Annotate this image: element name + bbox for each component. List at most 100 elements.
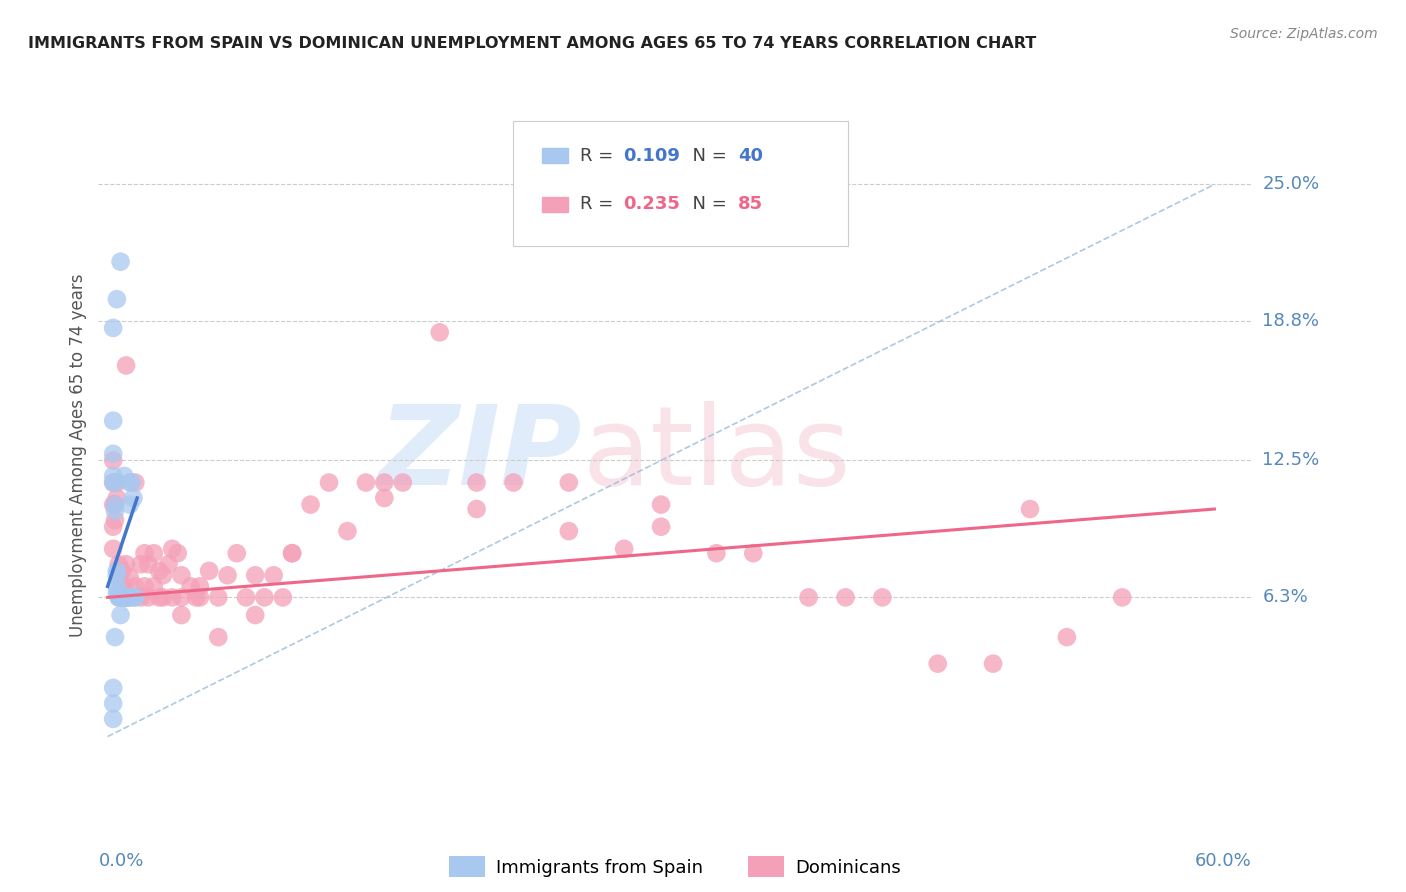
Point bbox=[281, 546, 304, 560]
Point bbox=[927, 657, 949, 671]
Text: 40: 40 bbox=[738, 147, 763, 165]
Point bbox=[160, 591, 183, 605]
Text: IMMIGRANTS FROM SPAIN VS DOMINICAN UNEMPLOYMENT AMONG AGES 65 TO 74 YEARS CORREL: IMMIGRANTS FROM SPAIN VS DOMINICAN UNEMP… bbox=[28, 36, 1036, 51]
Point bbox=[104, 498, 127, 512]
Text: 25.0%: 25.0% bbox=[1263, 176, 1320, 194]
Point bbox=[117, 591, 139, 605]
Point bbox=[104, 498, 127, 512]
Point bbox=[104, 504, 127, 518]
Point bbox=[354, 475, 377, 490]
Point bbox=[429, 326, 451, 340]
Point bbox=[281, 546, 304, 560]
Text: 12.5%: 12.5% bbox=[1263, 451, 1320, 469]
Legend: Immigrants from Spain, Dominicans: Immigrants from Spain, Dominicans bbox=[441, 849, 908, 884]
Point bbox=[111, 564, 134, 578]
Point bbox=[122, 491, 145, 505]
Point bbox=[148, 564, 170, 578]
Text: R =: R = bbox=[581, 147, 619, 165]
Point bbox=[235, 591, 257, 605]
Point bbox=[101, 681, 124, 695]
Point bbox=[124, 579, 146, 593]
Point bbox=[465, 475, 488, 490]
Point bbox=[110, 591, 132, 605]
Point bbox=[118, 570, 141, 584]
Text: Source: ZipAtlas.com: Source: ZipAtlas.com bbox=[1230, 27, 1378, 41]
Point bbox=[1056, 630, 1078, 644]
Point bbox=[105, 579, 128, 593]
Point bbox=[111, 591, 134, 605]
Point bbox=[115, 591, 138, 605]
Point bbox=[142, 546, 165, 560]
Point bbox=[117, 591, 139, 605]
Point bbox=[318, 475, 340, 490]
Point bbox=[134, 546, 156, 560]
Text: ZIP: ZIP bbox=[380, 401, 582, 508]
Point bbox=[115, 591, 138, 605]
Point bbox=[160, 541, 183, 556]
Point bbox=[124, 591, 146, 605]
Point bbox=[111, 591, 134, 605]
Point bbox=[152, 568, 174, 582]
Point bbox=[188, 591, 211, 605]
Point bbox=[245, 568, 267, 582]
Point bbox=[170, 591, 193, 605]
Point bbox=[122, 591, 145, 605]
Point bbox=[118, 591, 141, 605]
Point bbox=[107, 570, 129, 584]
Point bbox=[121, 475, 143, 490]
Point bbox=[170, 608, 193, 623]
Point bbox=[129, 558, 152, 572]
Text: 60.0%: 60.0% bbox=[1195, 852, 1251, 870]
Point bbox=[101, 475, 124, 490]
Point bbox=[152, 591, 174, 605]
Text: N =: N = bbox=[681, 147, 733, 165]
Point bbox=[207, 630, 229, 644]
Point bbox=[981, 657, 1004, 671]
Text: 6.3%: 6.3% bbox=[1263, 589, 1308, 607]
Point bbox=[373, 491, 395, 505]
Point bbox=[180, 579, 202, 593]
Point bbox=[107, 591, 129, 605]
Point bbox=[271, 591, 294, 605]
Point bbox=[115, 558, 138, 572]
Point bbox=[105, 491, 128, 505]
Point bbox=[134, 579, 156, 593]
Point bbox=[391, 475, 413, 490]
Point bbox=[112, 591, 135, 605]
Point bbox=[111, 591, 134, 605]
Point bbox=[129, 591, 152, 605]
Point bbox=[136, 558, 159, 572]
Point bbox=[115, 591, 138, 605]
Text: 0.235: 0.235 bbox=[623, 195, 681, 213]
Point bbox=[107, 558, 129, 572]
Point bbox=[101, 453, 124, 467]
Point bbox=[245, 608, 267, 623]
Point bbox=[1111, 591, 1133, 605]
Point bbox=[188, 579, 211, 593]
Point bbox=[742, 546, 765, 560]
Point bbox=[115, 359, 138, 373]
Point bbox=[110, 608, 132, 623]
Text: atlas: atlas bbox=[582, 401, 851, 508]
Point bbox=[650, 519, 672, 533]
Text: R =: R = bbox=[581, 195, 619, 213]
Point bbox=[142, 579, 165, 593]
Point bbox=[112, 469, 135, 483]
Point bbox=[872, 591, 894, 605]
Text: N =: N = bbox=[681, 195, 733, 213]
Point bbox=[166, 546, 188, 560]
Point bbox=[502, 475, 524, 490]
Point bbox=[148, 591, 170, 605]
Point bbox=[101, 498, 124, 512]
Point bbox=[107, 591, 129, 605]
Point bbox=[101, 475, 124, 490]
Point bbox=[112, 591, 135, 605]
Point bbox=[225, 546, 247, 560]
Point bbox=[101, 712, 124, 726]
Point bbox=[101, 519, 124, 533]
Point bbox=[186, 591, 208, 605]
Point bbox=[797, 591, 820, 605]
Point bbox=[105, 475, 128, 490]
Point bbox=[101, 697, 124, 711]
Point bbox=[217, 568, 239, 582]
